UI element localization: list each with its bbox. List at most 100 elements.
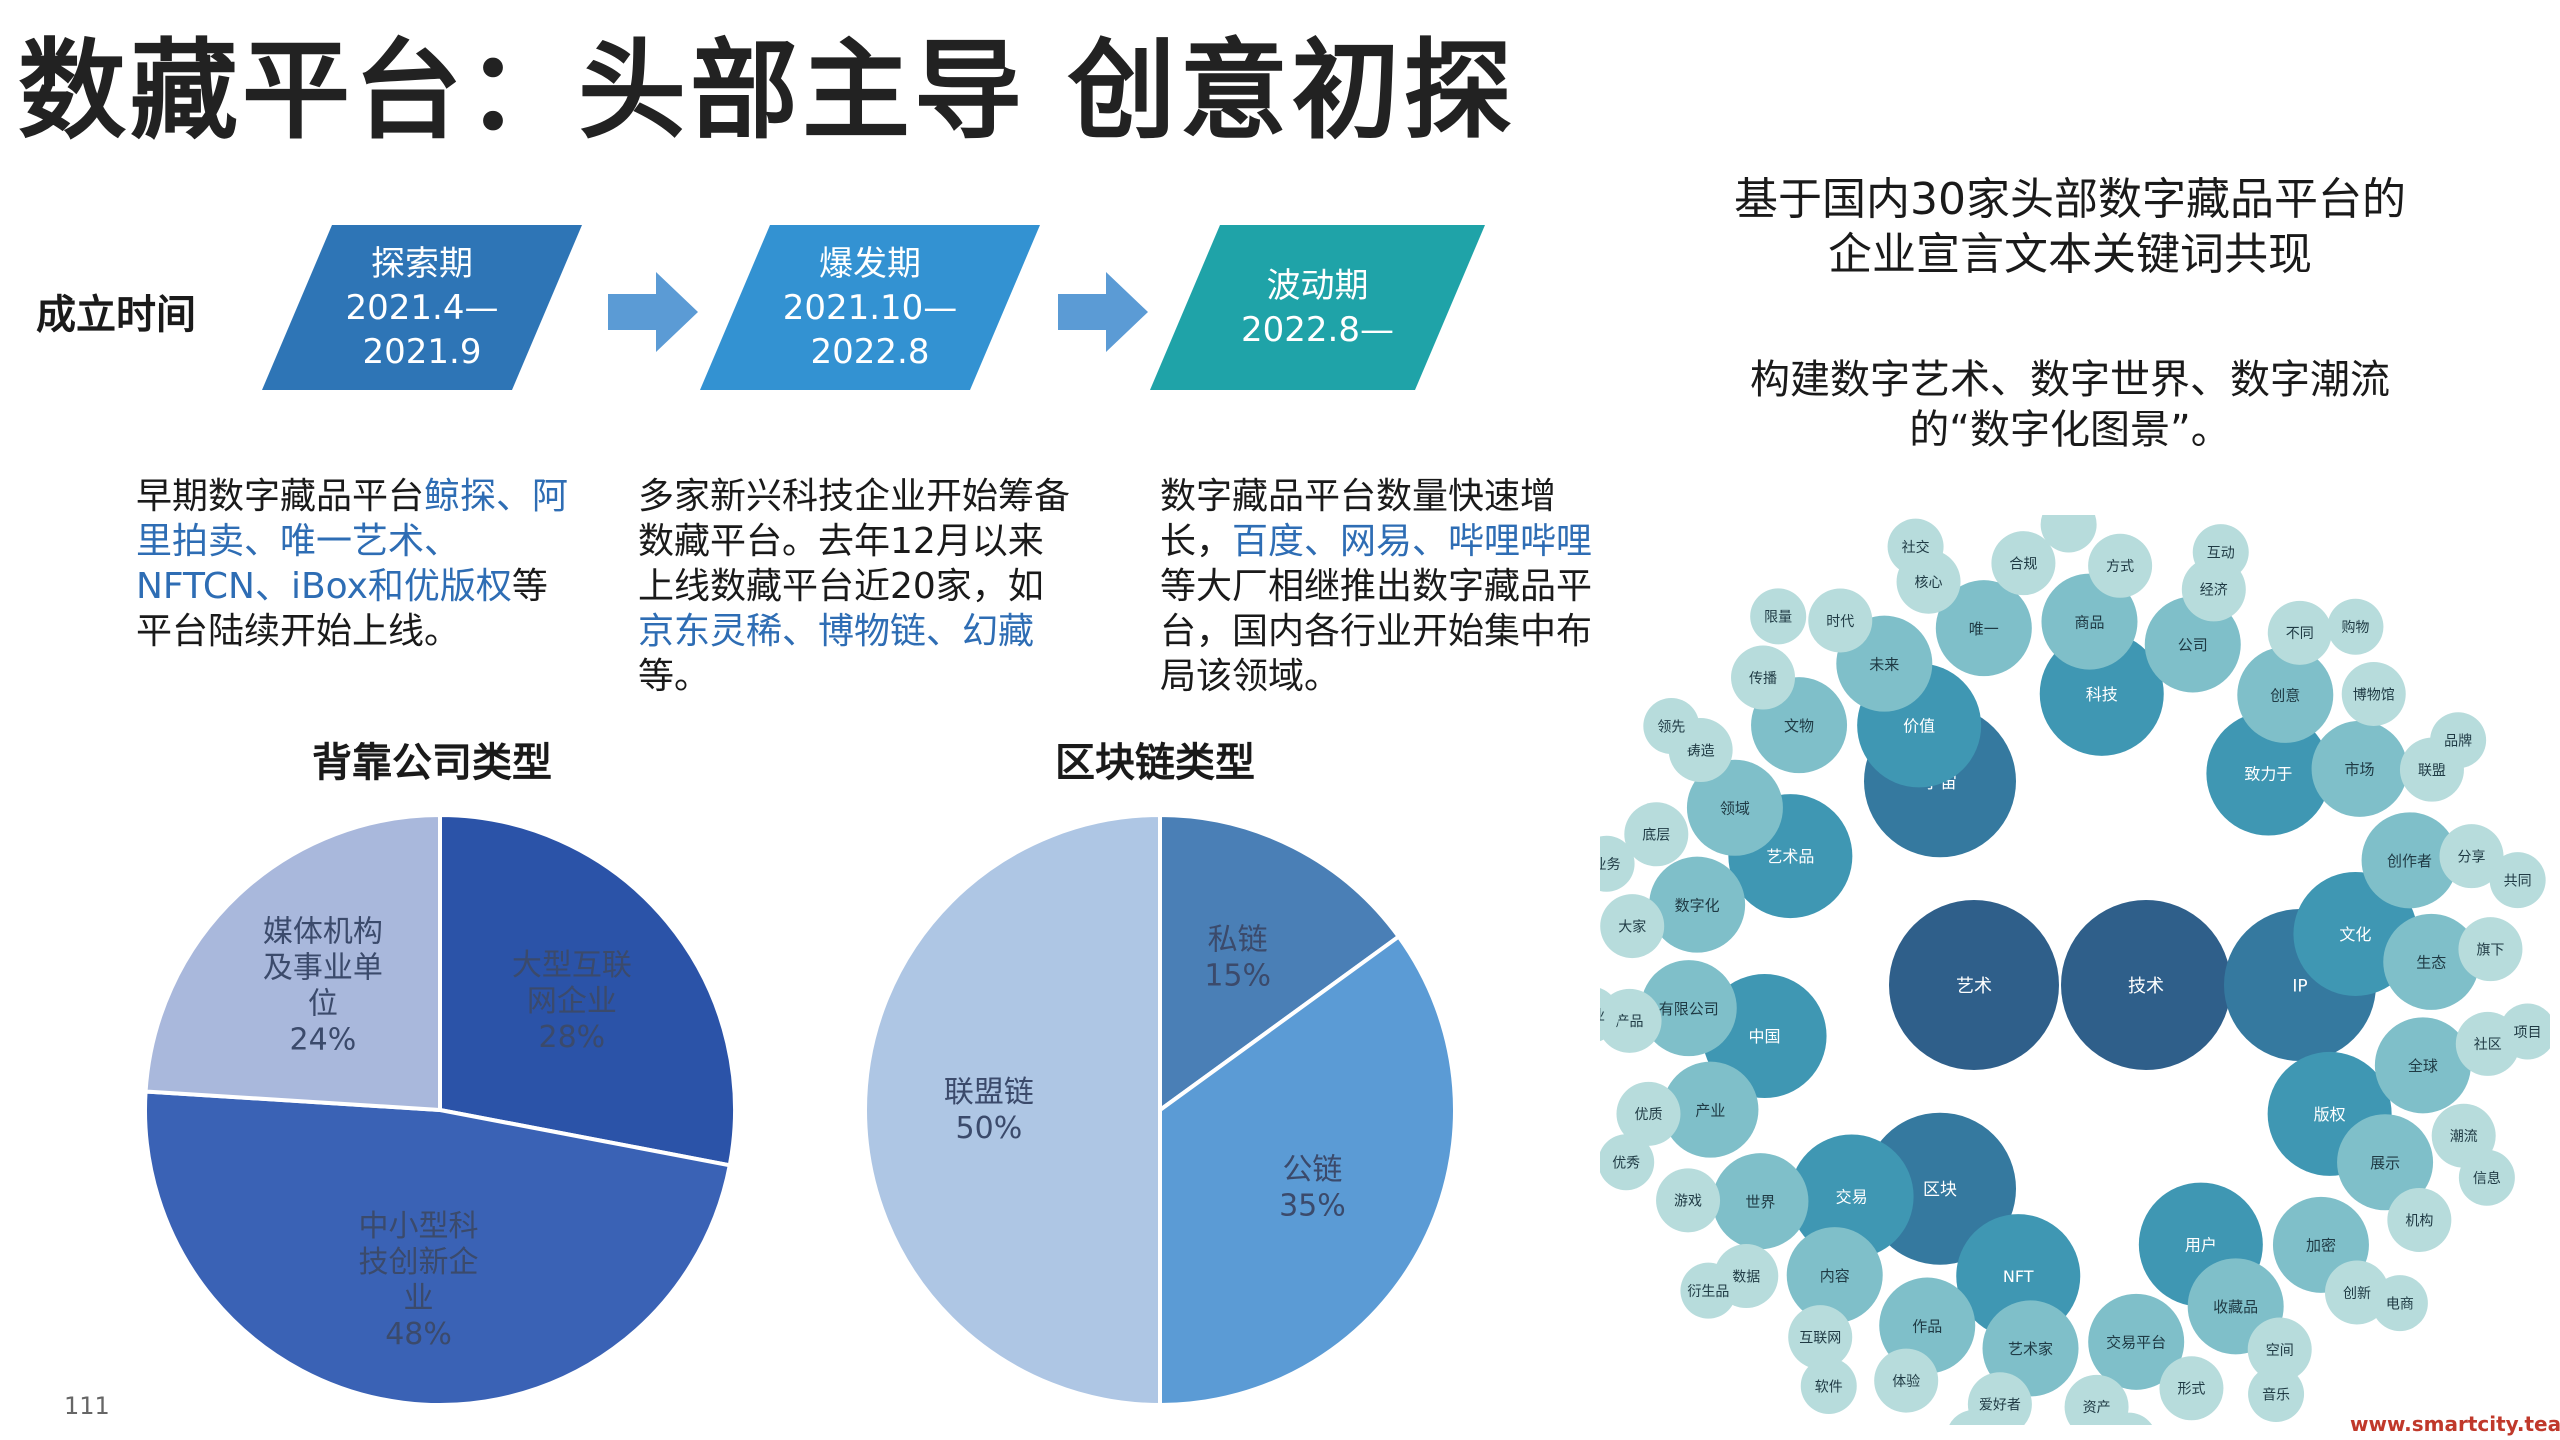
keyword-bubble: 传播 <box>1731 645 1796 710</box>
bubble-circle <box>1649 856 1746 953</box>
bubble-label: 底层 <box>1642 828 1670 844</box>
keyword-bubble: 社交 <box>1887 518 1944 575</box>
bubble-label: 铸造 <box>1687 743 1715 759</box>
watermark: www.smartcity.team <box>2350 1412 2560 1436</box>
bubble-label: 加密 <box>2306 1237 2336 1255</box>
keyword-bubble: 分享 <box>2439 824 2504 889</box>
bubble-label: 展示 <box>2370 1154 2400 1172</box>
bubble-circle <box>1712 1153 1809 1250</box>
bubble-label: 空间 <box>2266 1343 2294 1359</box>
bubble-label: 唯一 <box>1969 620 1999 638</box>
bubble-circle <box>1662 1061 1759 1158</box>
keyword-bubble: 交易 <box>1789 1134 1914 1259</box>
keyword-bubble: 产业 <box>1662 1061 1759 1158</box>
bubble-circle <box>1600 988 1619 1042</box>
keyword-bubble: 电商 <box>2371 1275 2428 1332</box>
bubble-circle <box>2105 1412 2153 1425</box>
bubble-circle <box>2387 1187 2452 1252</box>
bubble-label: 潮流 <box>2450 1129 2478 1145</box>
bubble-label: 机构 <box>2405 1213 2433 1229</box>
bubble-circle <box>1600 894 1665 959</box>
bubble-circle <box>2064 1374 2129 1425</box>
bubble-circle <box>1786 1227 1883 1324</box>
bubble-circle <box>2371 1275 2428 1332</box>
bubble-label: 体验 <box>1892 1374 1920 1390</box>
bubble-circle <box>2267 600 2332 665</box>
keyword-bubble: 艺术 <box>1889 900 2059 1070</box>
keyword-bubble: 企业 <box>1600 988 1619 1042</box>
phase-name: 波动期 <box>1266 265 1369 306</box>
bubble-label: 版权 <box>2314 1105 2346 1124</box>
keyword-bubble <box>2040 515 2097 553</box>
keyword-bubble: 市场 <box>2311 720 2408 817</box>
description-text: 等大厂相继推出数字藏品平台，国内各行业开始集中布局该领域。 <box>1160 566 1593 697</box>
keyword-bubble: 信息 <box>2458 1149 2515 1206</box>
phase-text: 探索期 2021.4— 2021.9 <box>262 225 582 390</box>
bubble-circle <box>2040 515 2097 553</box>
keyword-bubble: 旗下 <box>2458 917 2523 982</box>
bubble-circle <box>1600 835 1635 892</box>
keyword-bubble: 形式 <box>2159 1356 2224 1421</box>
bubble-label: 文物 <box>1784 717 1814 735</box>
bubble-label: 项目 <box>2514 1025 2542 1041</box>
description-text: 早期数字藏品平台 <box>136 476 425 517</box>
slice-name-label: 网企业 <box>527 984 617 1019</box>
bubble-label: 领先 <box>1657 719 1685 735</box>
bubble-label: 资产 <box>2083 1400 2111 1416</box>
slice-name-label: 及事业单 <box>263 950 383 985</box>
bubble-subtitle-line1: 构建数字艺术、数字世界、数字潮流 <box>1750 357 2390 403</box>
phase-text: 波动期 2022.8— <box>1150 225 1485 390</box>
bubble-circle <box>2439 824 2504 889</box>
bubble-circle <box>2361 812 2458 909</box>
bubble-circle <box>1788 1305 1853 1370</box>
bubble-label: 交易 <box>1836 1188 1868 1207</box>
bubble-label: 时代 <box>1826 614 1854 630</box>
bubble-circle <box>1680 1262 1737 1319</box>
phase-name: 探索期 <box>371 243 473 284</box>
keyword-bubble: 致力于 <box>2206 711 2331 836</box>
bubble-circle <box>1600 1134 1655 1191</box>
description-text: 等平台陆续开始上线。 <box>136 566 548 652</box>
bubble-label: 不同 <box>2286 626 2314 642</box>
phase-date-start: 2021.4— <box>345 287 499 328</box>
bubble-circle <box>1750 588 1807 645</box>
bubble-circle <box>1991 531 2056 596</box>
bubble-circle <box>2311 720 2408 817</box>
description-explore: 早期数字藏品平台鲸探、阿里拍卖、唯一艺术、NFTCN、iBox和优版权等平台陆续… <box>136 474 576 654</box>
bubble-label: 互动 <box>2207 545 2235 561</box>
keyword-bubble: 技术 <box>2061 900 2231 1070</box>
bubble-label: NFT <box>2003 1267 2034 1286</box>
keyword-bubble: 创意 <box>2237 646 2334 743</box>
arrow-right-icon <box>1058 272 1148 352</box>
bubble-circle <box>2248 1366 2305 1423</box>
bubble-label: 联盟 <box>2418 763 2446 779</box>
bubble-label: 文化 <box>2339 925 2371 944</box>
phase-shape <box>262 225 582 390</box>
keyword-bubble: 艺术家 <box>1982 1300 2079 1397</box>
description-text: 多家新兴科技企业开始筹备数藏平台。去年12月以来上线数藏平台近20家，如 <box>638 476 1071 607</box>
description-boom: 多家新兴科技企业开始筹备数藏平台。去年12月以来上线数藏平台近20家，如京东灵稀… <box>638 474 1078 699</box>
bubble-circle <box>1982 1300 2079 1397</box>
keyword-bubble: 软件 <box>1800 1357 1857 1414</box>
slice-name-label: 私链 <box>1208 923 1268 958</box>
bubble-label: 数据 <box>1732 1269 1760 1285</box>
bubble-label: 交易平台 <box>2106 1334 2166 1352</box>
phase-date-end: 2022.8 <box>810 331 930 372</box>
bubble-circle <box>1643 698 1700 755</box>
pie-slice <box>1158 812 1402 1114</box>
timeline-label: 成立时间 <box>36 292 196 338</box>
keyword-bubble: 数字化 <box>1649 856 1746 953</box>
phase-date-start: 2021.10— <box>782 287 958 328</box>
bubble-circle <box>1808 588 1873 653</box>
bubble-label: 领域 <box>1720 799 1750 817</box>
bubble-label: 优秀 <box>1612 1156 1640 1172</box>
keyword-bubble: 底层 <box>1624 802 1689 867</box>
highlight-text: 鲸探、阿里拍卖、唯一艺术、NFTCN、iBox和优版权 <box>136 476 569 607</box>
pie-slice <box>863 812 1162 1408</box>
slice-percent-label: 48% <box>385 1317 452 1352</box>
bubble-label: 技术 <box>2128 976 2164 997</box>
bubble-subtitle-line2: 的“数字化图景”。 <box>1909 407 2231 453</box>
bubble-circle <box>1731 645 1796 710</box>
keyword-bubble: 机构 <box>2387 1187 2452 1252</box>
